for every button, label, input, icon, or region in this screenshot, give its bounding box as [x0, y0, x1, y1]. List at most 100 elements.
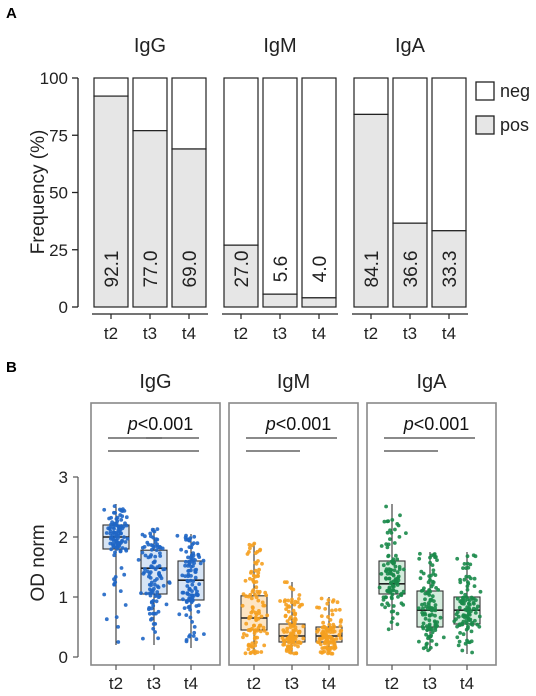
data-point: [459, 590, 464, 595]
data-point: [153, 630, 158, 634]
data-point: [384, 577, 389, 581]
data-point: [390, 596, 394, 601]
data-point: [286, 609, 291, 614]
data-point: [187, 561, 192, 565]
data-point: [326, 651, 330, 656]
data-point: [284, 607, 288, 611]
data-point: [328, 630, 333, 634]
data-point: [113, 575, 118, 579]
data-point: [194, 567, 199, 572]
data-point: [151, 545, 156, 550]
panel-b-ylabel: OD norm: [28, 524, 49, 601]
data-point: [320, 650, 325, 654]
data-point: [316, 628, 321, 632]
panel-b-p-value: p<0.001: [403, 414, 470, 434]
panel-b-x-tick-label: t4: [460, 674, 474, 693]
data-point: [189, 557, 194, 562]
data-point: [180, 590, 185, 595]
data-point: [393, 580, 398, 585]
data-point: [387, 576, 392, 581]
data-point: [182, 606, 187, 610]
data-point: [123, 540, 128, 544]
panel-b-x-tick-label: t2: [247, 674, 261, 693]
data-point: [426, 627, 431, 631]
data-point: [385, 589, 390, 594]
data-point: [385, 530, 390, 535]
data-point: [185, 537, 190, 542]
data-point: [327, 622, 332, 627]
data-point: [420, 610, 425, 615]
panel-a-x-tick-label: t4: [312, 324, 326, 343]
data-point: [330, 599, 335, 604]
data-point: [471, 600, 476, 605]
data-point: [419, 589, 424, 593]
data-point: [285, 619, 290, 623]
data-point: [430, 579, 435, 584]
data-point: [149, 543, 154, 547]
panel-b-y-tick-label: 1: [59, 588, 68, 607]
panel-a-x-tick-label: t3: [403, 324, 417, 343]
data-point: [326, 643, 330, 647]
data-point: [122, 509, 127, 513]
data-point: [192, 625, 197, 629]
data-point: [124, 515, 129, 520]
data-point: [288, 616, 292, 621]
data-point: [417, 556, 422, 561]
data-point: [429, 598, 434, 602]
data-point: [191, 579, 196, 583]
data-point: [296, 644, 300, 649]
panel-a-y-tick-label: 75: [49, 126, 68, 145]
data-point: [252, 541, 257, 546]
data-point: [256, 616, 261, 621]
bar-neg-IgM-t2: [223, 77, 259, 246]
data-point: [433, 613, 437, 618]
data-point: [461, 632, 466, 637]
data-point: [161, 567, 166, 572]
panel-b-y-tick-label: 3: [59, 468, 68, 487]
data-point: [114, 521, 119, 526]
data-point: [190, 582, 195, 587]
data-point: [319, 596, 324, 601]
data-point: [430, 563, 435, 567]
data-point: [319, 636, 324, 641]
bar-pos-IgG-t3: [132, 130, 168, 308]
data-point: [181, 597, 185, 602]
data-point: [472, 576, 477, 581]
data-point: [119, 566, 124, 570]
data-point: [118, 507, 122, 512]
data-point: [252, 629, 257, 634]
data-point: [114, 538, 118, 543]
data-point: [187, 592, 191, 597]
data-point: [192, 534, 197, 539]
data-point: [397, 565, 402, 569]
data-point: [338, 629, 343, 634]
data-point: [112, 553, 117, 558]
data-point: [395, 570, 400, 575]
bar-pos-IgM-t4: [301, 297, 337, 308]
data-point: [161, 583, 166, 588]
data-point: [423, 616, 428, 621]
bar-value-label: 77.0: [141, 251, 162, 288]
data-point: [338, 636, 343, 641]
data-point: [252, 623, 256, 628]
data-point: [388, 581, 393, 586]
data-point: [416, 606, 421, 611]
data-point: [398, 513, 402, 518]
data-point: [337, 607, 342, 612]
bar-value-label: 69.0: [180, 251, 201, 288]
data-point: [141, 636, 145, 641]
data-point: [428, 634, 433, 639]
data-point: [388, 589, 393, 594]
data-point: [433, 626, 438, 630]
data-point: [253, 551, 258, 555]
data-point: [190, 620, 195, 624]
bar-neg-IgG-t2: [93, 77, 129, 97]
data-point: [118, 549, 123, 554]
data-point: [396, 595, 400, 599]
data-point: [464, 621, 469, 626]
data-point: [391, 561, 396, 566]
data-point: [260, 600, 265, 605]
data-point: [154, 599, 159, 604]
data-point: [391, 572, 396, 577]
data-point: [283, 598, 287, 602]
